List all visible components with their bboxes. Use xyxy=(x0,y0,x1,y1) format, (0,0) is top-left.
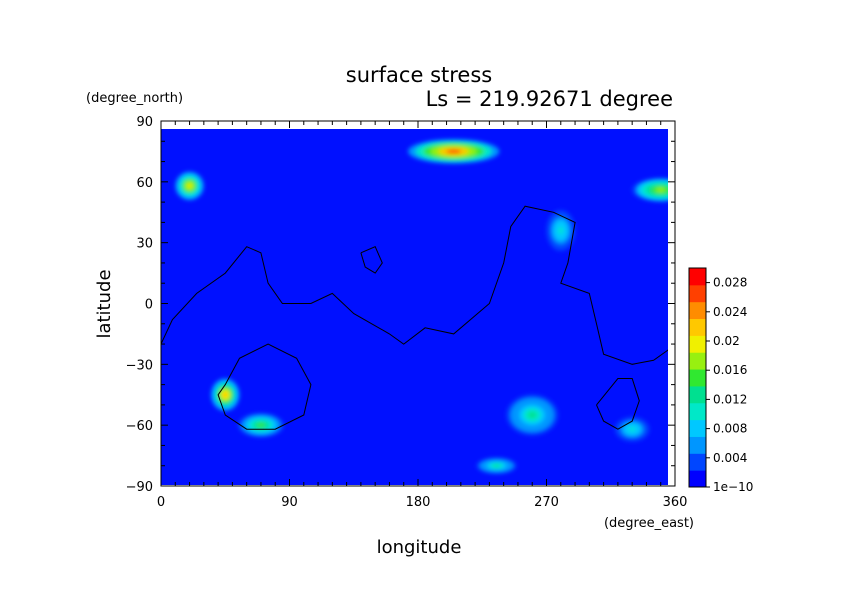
chart-subtitle: Ls = 219.92671 degree xyxy=(426,87,673,111)
colorbar-swatch xyxy=(689,385,706,404)
x-unit-label: (degree_east) xyxy=(604,516,694,531)
y-tick-label: −30 xyxy=(126,358,153,373)
y-tick-label: 90 xyxy=(136,115,153,130)
colorbar-label: 0.004 xyxy=(713,451,747,465)
stress-maximum-4 xyxy=(238,413,284,438)
stress-level-5-5 xyxy=(527,411,537,419)
colorbar-swatch xyxy=(689,419,706,437)
topography-contour-2 xyxy=(217,343,312,430)
colorbar-swatch xyxy=(689,268,706,286)
colorbar-swatch xyxy=(689,436,706,454)
colorbar-swatch xyxy=(689,402,706,421)
colorbar-swatch xyxy=(689,453,706,471)
colorbar-label: 0.012 xyxy=(713,392,747,406)
chart-title: surface stress xyxy=(346,63,492,87)
stress-maximum-3 xyxy=(210,378,240,411)
stress-level-6-5 xyxy=(493,464,500,468)
colorbar-label: 0.016 xyxy=(713,363,747,377)
x-axis: 0 90 180 270 360 xyxy=(157,121,688,510)
stress-maximum-1 xyxy=(175,171,204,201)
stress-level-2-5 xyxy=(655,187,666,192)
colorbar: 0.028 0.024 0.02 0.016 0.012 0.008 0.004 1e−10 xyxy=(688,267,753,494)
stress-level-1-5 xyxy=(187,183,192,189)
colorbar-label: 0.02 xyxy=(713,334,740,348)
heatmap-background xyxy=(161,129,668,485)
x-axis-label: longitude xyxy=(377,537,462,558)
stress-level-8-5 xyxy=(629,427,636,432)
colorbar-label: 0.024 xyxy=(713,305,747,319)
x-tick-label: 0 xyxy=(157,495,165,510)
colorbar-frame xyxy=(688,267,707,488)
colorbar-swatch xyxy=(689,301,706,320)
heatmap-field xyxy=(161,129,668,485)
stress-maximum-0 xyxy=(408,139,500,164)
y-tick-label: 30 xyxy=(136,237,153,252)
x-tick-label: 360 xyxy=(663,495,688,510)
colorbar-swatch xyxy=(689,470,706,488)
colorbar-label: 1e−10 xyxy=(713,480,753,494)
stress-level-3-5 xyxy=(222,392,228,398)
y-tick-label: −90 xyxy=(126,480,153,495)
y-axis: 90 60 30 0 −30 −60 −90 xyxy=(126,115,675,495)
y-unit-label: (degree_north) xyxy=(86,91,183,106)
y-tick-label: −60 xyxy=(126,419,153,434)
topography-contour-1 xyxy=(360,246,383,274)
y-axis-label: latitude xyxy=(94,269,115,338)
colorbar-swatch xyxy=(689,335,706,353)
colorbar-label: 0.028 xyxy=(713,276,747,290)
x-tick-label: 90 xyxy=(281,495,298,510)
stress-maximum-6 xyxy=(476,457,517,474)
colorbar-swatch xyxy=(689,318,706,336)
stress-maximum-5 xyxy=(506,394,558,436)
y-tick-label: 0 xyxy=(145,298,153,313)
topography-contour-3 xyxy=(596,378,640,430)
x-tick-label: 270 xyxy=(534,495,559,510)
stress-level-0-5 xyxy=(446,149,462,154)
colorbar-swatch xyxy=(689,284,706,303)
colorbar-swatch xyxy=(689,352,706,370)
stress-level-4-5 xyxy=(257,423,265,428)
colorbar-swatch xyxy=(689,369,706,387)
stress-maximum-7 xyxy=(546,210,576,251)
stress-level-7-5 xyxy=(558,227,564,234)
y-tick-label: 60 xyxy=(136,176,153,191)
x-tick-label: 180 xyxy=(406,495,431,510)
stress-maximum-2 xyxy=(632,177,668,203)
stress-maximum-8 xyxy=(615,417,650,442)
colorbar-label: 0.008 xyxy=(713,422,747,436)
topography-contour-0 xyxy=(161,205,668,365)
